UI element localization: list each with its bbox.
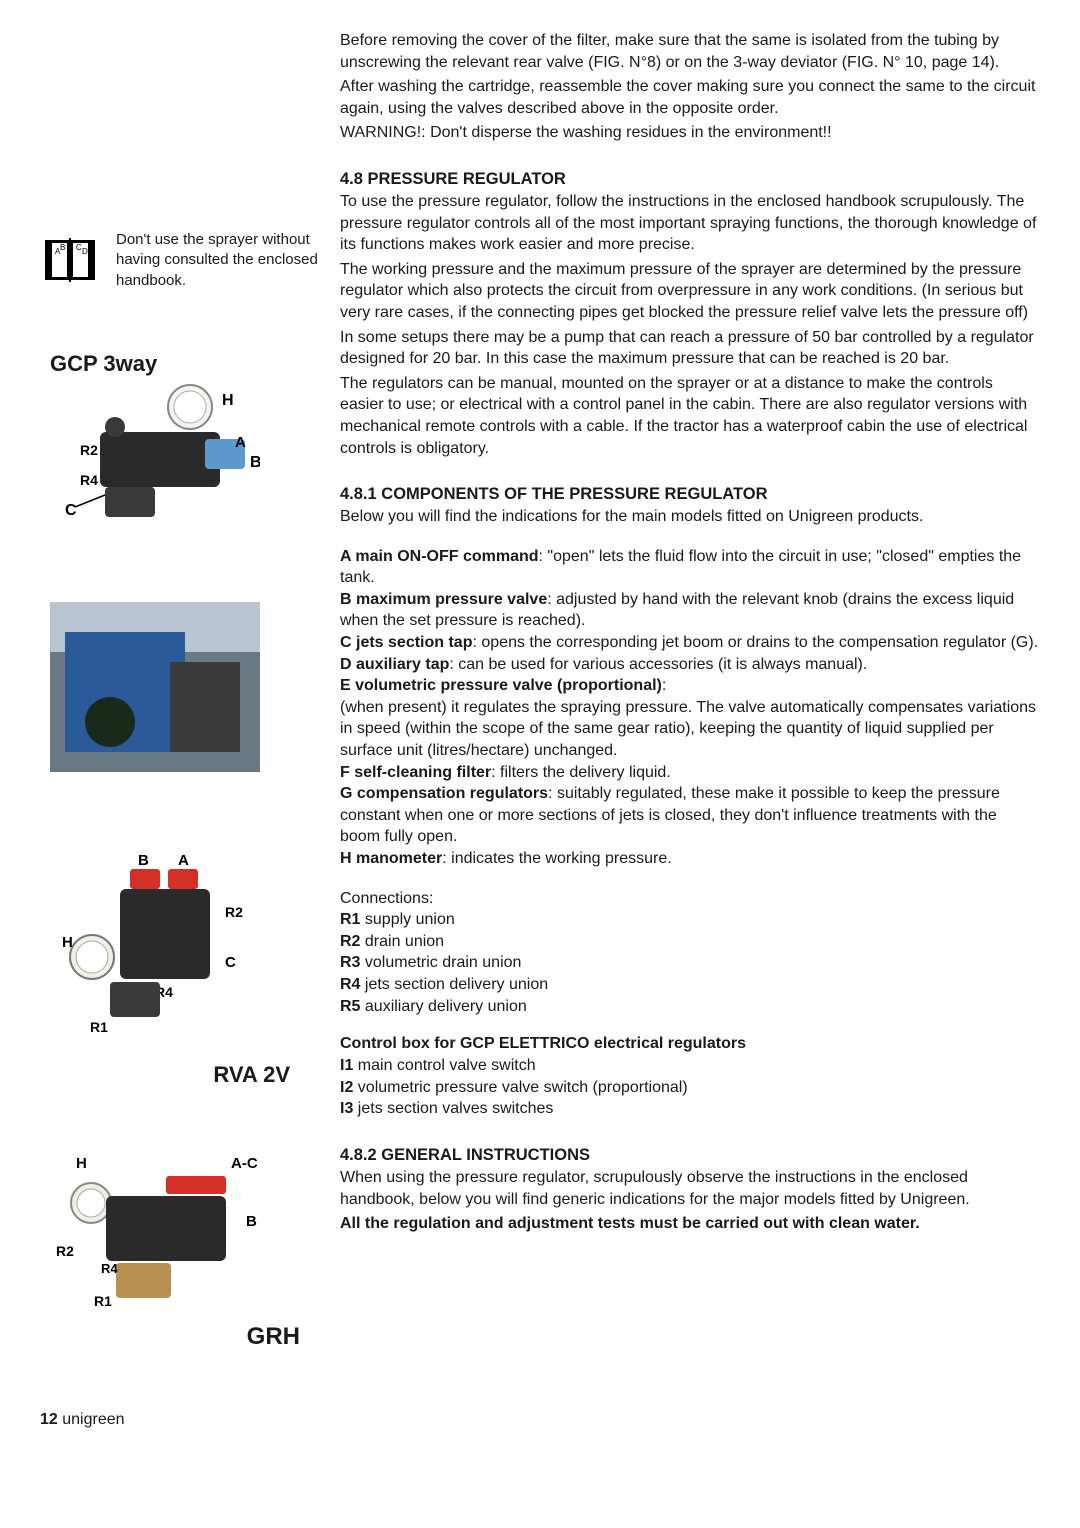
heading-4-8-1: 4.8.1 COMPONENTS OF THE PRESSURE REGULAT… bbox=[340, 485, 1040, 504]
svg-text:R4: R4 bbox=[80, 472, 98, 488]
figure-gcp-title: GCP 3way bbox=[50, 351, 320, 377]
svg-text:C: C bbox=[225, 954, 236, 971]
component-c: C jets section tap: opens the correspond… bbox=[340, 632, 1040, 654]
connections-label: Connections: bbox=[340, 888, 1040, 910]
heading-4-8: 4.8 PRESSURE REGULATOR bbox=[340, 170, 1040, 189]
handbook-caption: Don't use the sprayer without having con… bbox=[116, 230, 320, 291]
svg-text:B: B bbox=[138, 852, 149, 869]
component-list: A main ON-OFF command: "open" lets the f… bbox=[340, 546, 1040, 870]
s482-p2: All the regulation and adjustment tests … bbox=[340, 1213, 1040, 1235]
s48-p3: In some setups there may be a pump that … bbox=[340, 327, 1040, 370]
s482-p1: When using the pressure regulator, scrup… bbox=[340, 1167, 1040, 1210]
intro-p2: After washing the cartridge, reassemble … bbox=[340, 76, 1040, 119]
s48-p4: The regulators can be manual, mounted on… bbox=[340, 373, 1040, 459]
component-a: A main ON-OFF command: "open" lets the f… bbox=[340, 546, 1040, 589]
gcp-3way-diagram: H R2 A B R4 C bbox=[40, 377, 260, 537]
svg-text:A: A bbox=[235, 434, 246, 451]
intro-block: Before removing the cover of the filter,… bbox=[340, 30, 1040, 144]
svg-text:B: B bbox=[250, 454, 260, 471]
svg-text:R2: R2 bbox=[225, 904, 243, 920]
svg-text:H: H bbox=[76, 1155, 87, 1172]
control-box-heading: Control box for GCP ELETTRICO electrical… bbox=[340, 1035, 1040, 1053]
s482-body: When using the pressure regulator, scrup… bbox=[340, 1167, 1040, 1235]
handbook-icon: A B C D bbox=[40, 230, 100, 290]
figure-rva-2v: B A R2 H C R4 R1 RVA 2V bbox=[40, 847, 320, 1088]
intro-p3: WARNING!: Don't disperse the washing res… bbox=[340, 122, 1040, 144]
figure-rva-title: RVA 2V bbox=[40, 1062, 290, 1088]
figure-grh: H A-C B R2 R4 R1 GRH bbox=[40, 1148, 320, 1351]
conn-r3: R3 volumetric drain union bbox=[340, 952, 1040, 974]
figure-photo bbox=[40, 602, 320, 777]
component-f: F self-cleaning filter: filters the deli… bbox=[340, 762, 1040, 784]
component-b: B maximum pressure valve: adjusted by ha… bbox=[340, 589, 1040, 632]
conn-r1: R1 supply union bbox=[340, 909, 1040, 931]
component-e-body: (when present) it regulates the spraying… bbox=[340, 697, 1040, 762]
svg-text:H: H bbox=[222, 392, 234, 409]
component-h: H manometer: indicates the working press… bbox=[340, 848, 1040, 870]
component-e: E volumetric pressure valve (proportiona… bbox=[340, 675, 1040, 697]
s481-intro: Below you will find the indications for … bbox=[340, 506, 1040, 528]
ctrl-i1: I1 main control valve switch bbox=[340, 1055, 1040, 1077]
svg-text:A-C: A-C bbox=[231, 1155, 258, 1172]
s48-p1: To use the pressure regulator, follow th… bbox=[340, 191, 1040, 256]
intro-p1: Before removing the cover of the filter,… bbox=[340, 30, 1040, 73]
right-column: Before removing the cover of the filter,… bbox=[340, 30, 1040, 1381]
page: A B C D Don't use the sprayer without ha… bbox=[0, 0, 1080, 1459]
svg-text:R2: R2 bbox=[56, 1243, 74, 1259]
figure-gcp-3way: GCP 3way H R2 A B R4 C bbox=[40, 351, 320, 542]
connections-list: R1 supply union R2 drain union R3 volume… bbox=[340, 909, 1040, 1017]
svg-text:B: B bbox=[246, 1213, 257, 1230]
conn-r2: R2 drain union bbox=[340, 931, 1040, 953]
conn-r5: R5 auxiliary delivery union bbox=[340, 996, 1040, 1018]
svg-text:R1: R1 bbox=[94, 1293, 112, 1309]
left-column: A B C D Don't use the sprayer without ha… bbox=[40, 30, 320, 1381]
svg-text:C: C bbox=[65, 502, 77, 519]
svg-text:D: D bbox=[82, 247, 88, 256]
svg-text:H: H bbox=[62, 934, 73, 951]
svg-text:B: B bbox=[60, 243, 65, 252]
footer-brand: unigreen bbox=[62, 1411, 124, 1428]
page-footer: 12 unigreen bbox=[40, 1411, 1040, 1429]
component-d: D auxiliary tap: can be used for various… bbox=[340, 654, 1040, 676]
ctrl-i2: I2 volumetric pressure valve switch (pro… bbox=[340, 1077, 1040, 1099]
handbook-warning-figure: A B C D Don't use the sprayer without ha… bbox=[40, 230, 320, 291]
svg-text:R2: R2 bbox=[80, 442, 98, 458]
svg-text:R4: R4 bbox=[101, 1261, 118, 1276]
figure-grh-title: GRH bbox=[40, 1323, 300, 1351]
svg-text:A: A bbox=[178, 852, 189, 869]
s48-p2: The working pressure and the maximum pre… bbox=[340, 259, 1040, 324]
section-4-8-body: To use the pressure regulator, follow th… bbox=[340, 191, 1040, 459]
svg-text:R1: R1 bbox=[90, 1019, 108, 1035]
ctrl-i3: I3 jets section valves switches bbox=[340, 1098, 1040, 1120]
conn-r4: R4 jets section delivery union bbox=[340, 974, 1040, 996]
heading-4-8-2: 4.8.2 GENERAL INSTRUCTIONS bbox=[340, 1146, 1040, 1165]
control-box-list: I1 main control valve switch I2 volumetr… bbox=[340, 1055, 1040, 1120]
page-number: 12 bbox=[40, 1411, 58, 1428]
component-g: G compensation regulators: suitably regu… bbox=[340, 783, 1040, 848]
